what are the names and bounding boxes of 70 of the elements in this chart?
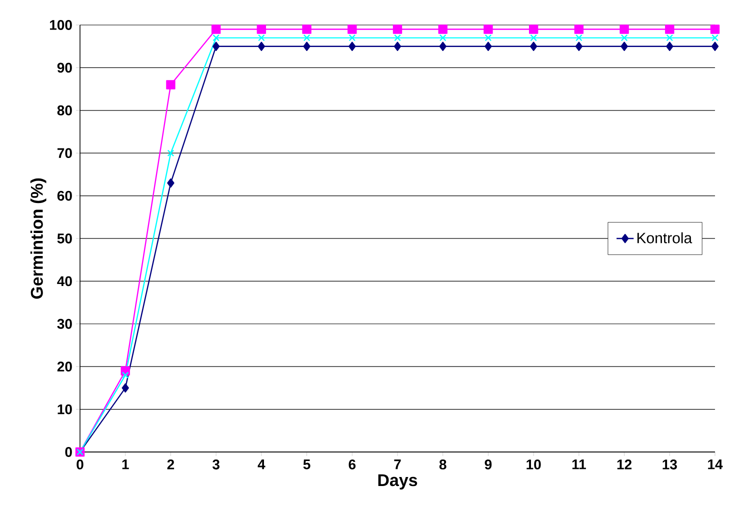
x-tick-label: 7 bbox=[394, 460, 401, 470]
x-tick-label: 5 bbox=[303, 460, 310, 470]
point bbox=[710, 24, 720, 34]
point bbox=[348, 42, 356, 51]
point bbox=[711, 42, 719, 51]
point bbox=[256, 24, 266, 34]
x-tick-label: 12 bbox=[617, 460, 632, 470]
point bbox=[258, 34, 265, 42]
point bbox=[167, 150, 174, 157]
point bbox=[212, 34, 220, 42]
point bbox=[122, 372, 129, 379]
point bbox=[122, 383, 129, 393]
point bbox=[394, 42, 402, 51]
point bbox=[712, 34, 718, 42]
point bbox=[258, 42, 266, 51]
y-tick-label: 40 bbox=[57, 276, 72, 286]
point bbox=[665, 24, 674, 34]
legend-label: Kontrola bbox=[637, 232, 692, 244]
x-tick-label: 4 bbox=[258, 460, 266, 470]
x-tick-label: 2 bbox=[167, 460, 174, 470]
x-tick-label: 11 bbox=[572, 460, 586, 470]
point bbox=[620, 34, 628, 42]
x-tick-label: 10 bbox=[526, 460, 541, 470]
x-tick-label: 0 bbox=[76, 460, 84, 470]
y-tick-label: 100 bbox=[50, 20, 72, 30]
point bbox=[394, 34, 401, 42]
point bbox=[348, 24, 357, 34]
point bbox=[575, 42, 583, 51]
x-axis-title: Days bbox=[378, 474, 418, 490]
point bbox=[439, 34, 446, 42]
y-tick-label: 0 bbox=[65, 447, 72, 457]
point bbox=[620, 24, 629, 34]
y-tick-label: 50 bbox=[57, 234, 72, 244]
point bbox=[211, 24, 221, 34]
point bbox=[303, 42, 310, 51]
x-tick-label: 3 bbox=[212, 460, 220, 470]
point bbox=[348, 34, 356, 42]
point bbox=[484, 42, 492, 51]
x-tick-label: 14 bbox=[708, 460, 723, 470]
point bbox=[167, 178, 174, 188]
point bbox=[574, 24, 584, 34]
y-tick-label: 10 bbox=[58, 404, 72, 414]
y-axis-title: Germintion (%) bbox=[30, 178, 46, 299]
point bbox=[166, 80, 176, 90]
point bbox=[484, 34, 492, 42]
x-tick-label: 9 bbox=[484, 460, 492, 470]
point bbox=[666, 34, 674, 42]
point bbox=[576, 34, 582, 42]
point bbox=[666, 42, 674, 51]
y-tick-label: 20 bbox=[57, 362, 72, 372]
y-tick-label: 90 bbox=[57, 62, 72, 73]
point bbox=[438, 24, 448, 34]
x-tick-label: 6 bbox=[348, 460, 356, 470]
point bbox=[530, 42, 538, 51]
point bbox=[392, 24, 402, 34]
point bbox=[303, 34, 310, 42]
point bbox=[620, 42, 628, 51]
y-tick-label: 60 bbox=[57, 190, 72, 201]
point bbox=[530, 34, 538, 42]
point bbox=[484, 24, 493, 34]
point bbox=[212, 42, 220, 51]
y-tick-label: 30 bbox=[57, 318, 72, 329]
y-tick-label: 80 bbox=[57, 105, 72, 116]
x-tick-label: 1 bbox=[122, 460, 129, 470]
x-tick-label: 13 bbox=[662, 460, 677, 470]
y-tick-label: 70 bbox=[58, 148, 72, 158]
x-tick-label: 8 bbox=[439, 460, 446, 470]
point bbox=[528, 24, 538, 34]
point bbox=[439, 42, 446, 51]
point bbox=[302, 24, 312, 34]
